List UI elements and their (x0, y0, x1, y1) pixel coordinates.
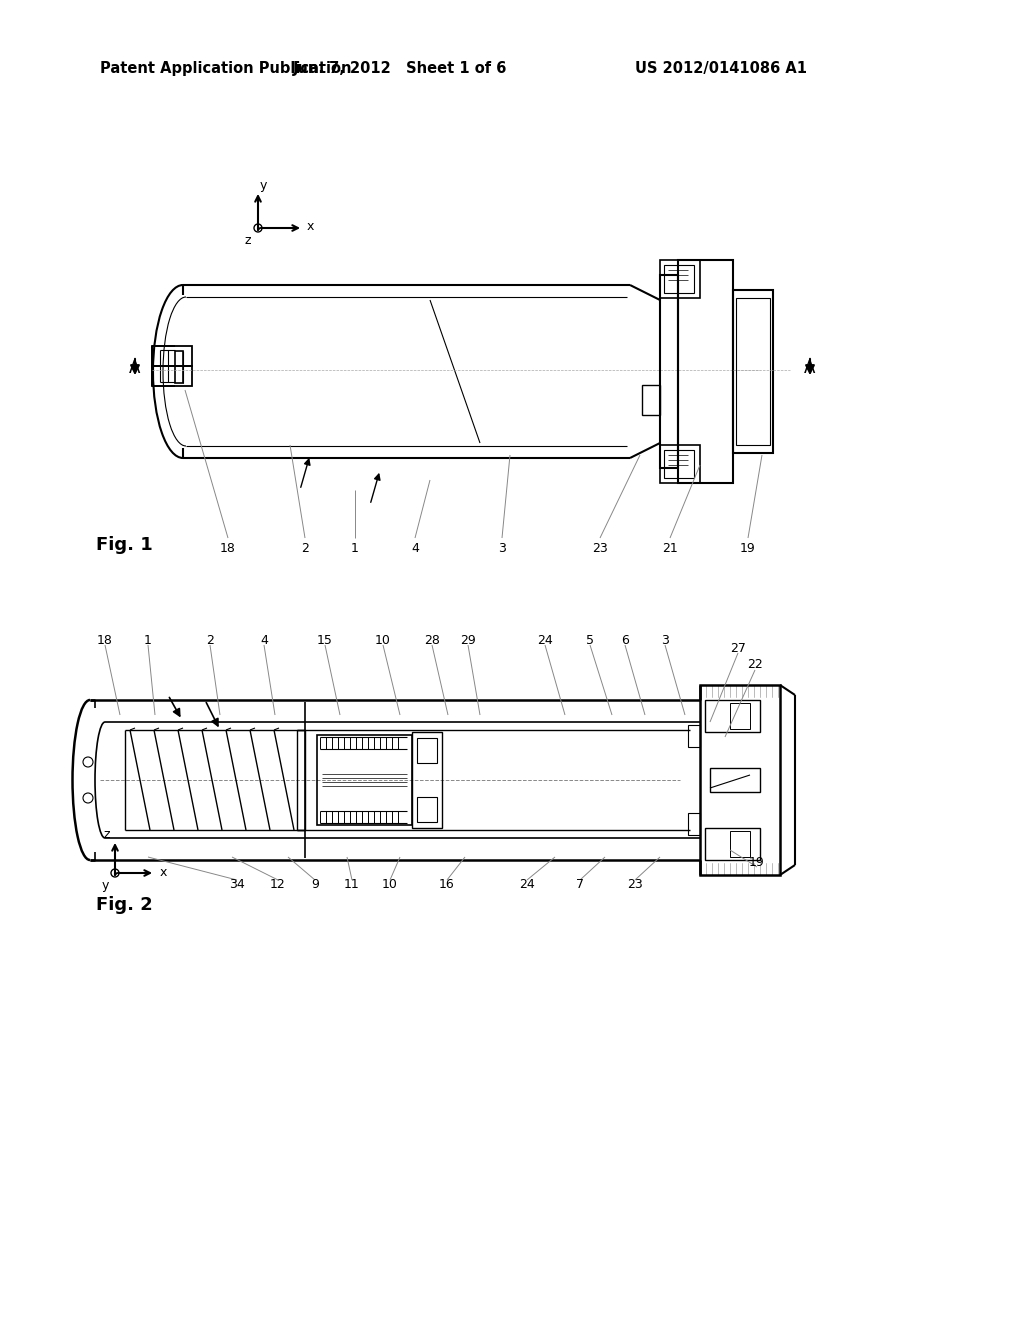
Text: z: z (103, 829, 111, 842)
Text: 19: 19 (740, 543, 756, 556)
Bar (152, 346, 193, 366)
Text: 4: 4 (411, 543, 419, 556)
Bar (733, 290, 773, 453)
Text: 16: 16 (439, 879, 455, 891)
Text: US 2012/0141086 A1: US 2012/0141086 A1 (635, 61, 807, 75)
Text: A: A (804, 359, 816, 378)
Text: 18: 18 (220, 543, 236, 556)
Bar (688, 813, 700, 836)
Text: 11: 11 (344, 879, 359, 891)
Text: 28: 28 (424, 634, 440, 647)
Text: 23: 23 (627, 879, 643, 891)
Bar (678, 260, 733, 483)
Bar (660, 445, 700, 483)
Text: 9: 9 (311, 879, 318, 891)
Bar (730, 704, 750, 729)
Text: Jun. 7, 2012   Sheet 1 of 6: Jun. 7, 2012 Sheet 1 of 6 (293, 61, 507, 75)
Text: z: z (245, 235, 251, 248)
Bar (710, 768, 760, 792)
Bar (730, 832, 750, 857)
Bar (660, 275, 678, 469)
Bar (152, 366, 193, 385)
Text: 5: 5 (586, 634, 594, 647)
Text: y: y (101, 879, 109, 892)
Text: x: x (160, 866, 167, 879)
Bar (412, 733, 442, 828)
Bar (664, 450, 694, 478)
Text: 19: 19 (750, 855, 765, 869)
Text: 27: 27 (730, 642, 745, 655)
Bar (700, 685, 780, 875)
Text: 10: 10 (375, 634, 391, 647)
Text: Patent Application Publication: Patent Application Publication (100, 61, 351, 75)
Text: 18: 18 (97, 634, 113, 647)
Text: 34: 34 (229, 879, 245, 891)
Text: 1: 1 (351, 543, 359, 556)
Bar (736, 298, 770, 445)
Bar (660, 260, 700, 298)
Text: 2: 2 (206, 634, 214, 647)
Text: 12: 12 (270, 879, 286, 891)
Text: 29: 29 (460, 634, 476, 647)
Bar (297, 730, 305, 830)
Text: 15: 15 (317, 634, 333, 647)
Text: 10: 10 (382, 879, 398, 891)
Text: 22: 22 (748, 659, 763, 672)
Text: 2: 2 (301, 543, 309, 556)
Bar (417, 738, 437, 763)
Text: 3: 3 (662, 634, 669, 647)
Text: Fig. 2: Fig. 2 (96, 896, 153, 913)
Bar (705, 700, 760, 733)
Text: 7: 7 (575, 879, 584, 891)
Text: Fig. 1: Fig. 1 (96, 536, 153, 554)
Bar (317, 735, 412, 825)
Bar (642, 385, 660, 414)
Text: 3: 3 (498, 543, 506, 556)
Text: 24: 24 (519, 879, 535, 891)
Text: y: y (259, 180, 266, 193)
Text: 6: 6 (622, 634, 629, 647)
Text: 23: 23 (592, 543, 608, 556)
Bar (664, 265, 694, 293)
Text: 24: 24 (538, 634, 553, 647)
Bar (417, 797, 437, 822)
Text: 21: 21 (663, 543, 678, 556)
Text: 4: 4 (260, 634, 268, 647)
Bar (688, 725, 700, 747)
Bar (705, 828, 760, 861)
Text: 1: 1 (144, 634, 152, 647)
Text: A: A (129, 359, 140, 378)
Text: x: x (306, 220, 313, 234)
Bar (175, 351, 183, 383)
